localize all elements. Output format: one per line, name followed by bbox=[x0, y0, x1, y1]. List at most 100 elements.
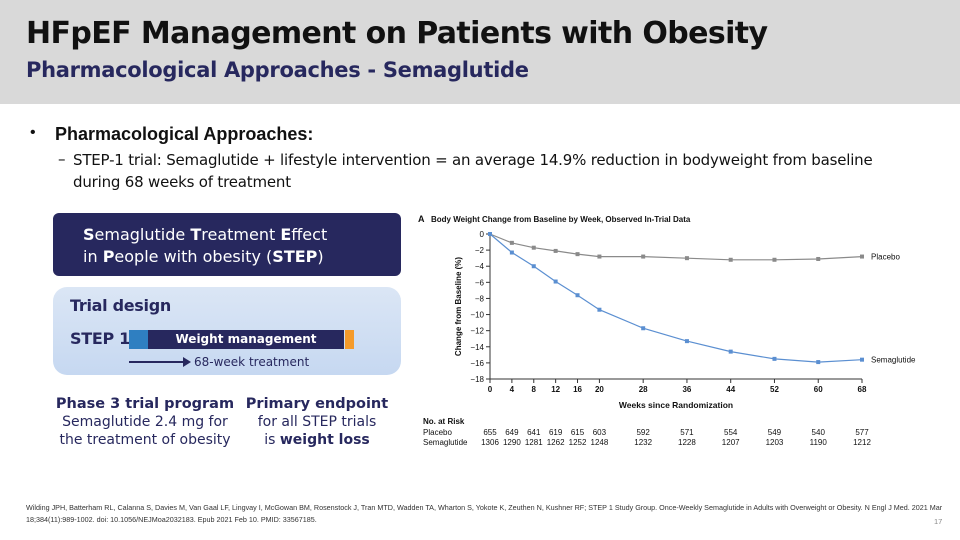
step-banner: Semaglutide Treatment Effect in People w… bbox=[53, 213, 401, 276]
sub-bullet-text: STEP-1 trial: Semaglutide + lifestyle in… bbox=[73, 151, 873, 191]
risk-row-label: Semaglutide bbox=[423, 438, 468, 447]
x-tick-label: 52 bbox=[770, 385, 779, 394]
x-tick-label: 16 bbox=[573, 385, 582, 394]
risk-cell: 615 bbox=[571, 428, 585, 437]
follow-up-bar bbox=[345, 330, 354, 349]
weight-change-chart: A Body Weight Change from Baseline by Wee… bbox=[418, 214, 916, 447]
risk-cell: 1252 bbox=[569, 438, 587, 447]
risk-row-label: Placebo bbox=[423, 428, 452, 437]
semaglutide-point bbox=[728, 349, 733, 354]
step-banner-line1: Semaglutide Treatment Effect bbox=[83, 225, 328, 244]
y-tick-label: −12 bbox=[470, 327, 484, 336]
semaglutide-point bbox=[641, 326, 646, 331]
placebo-point bbox=[728, 257, 733, 262]
slide-title: HFpEF Management on Patients with Obesit… bbox=[26, 16, 768, 51]
risk-cell: 1212 bbox=[853, 438, 871, 447]
risk-cell: 1262 bbox=[547, 438, 565, 447]
risk-table-header: No. at Risk bbox=[423, 417, 465, 426]
y-tick-label: −4 bbox=[475, 262, 485, 271]
risk-cell: 571 bbox=[680, 428, 694, 437]
placebo-point bbox=[553, 248, 558, 253]
placebo-point bbox=[597, 254, 602, 259]
y-tick-label: −6 bbox=[475, 278, 485, 287]
endpoint-line2: is weight loss bbox=[244, 431, 390, 449]
placebo-point bbox=[772, 257, 777, 262]
semaglutide-line bbox=[489, 233, 863, 363]
chart-title: Body Weight Change from Baseline by Week… bbox=[431, 215, 691, 224]
y-tick-label: −14 bbox=[470, 343, 484, 352]
phase3-block: Phase 3 trial program Semaglutide 2.4 mg… bbox=[54, 395, 236, 449]
x-tick-label: 68 bbox=[858, 385, 867, 394]
risk-cell: 1232 bbox=[634, 438, 652, 447]
y-tick-label: −10 bbox=[470, 311, 484, 320]
risk-cell: 1203 bbox=[766, 438, 784, 447]
endpoint-line2-plain: is bbox=[264, 432, 280, 448]
phase3-line2: the treatment of obesity bbox=[59, 432, 231, 448]
placebo-point bbox=[641, 254, 646, 259]
slide-header: HFpEF Management on Patients with Obesit… bbox=[0, 0, 960, 104]
semaglutide-point bbox=[772, 356, 777, 361]
x-tick-label: 12 bbox=[551, 385, 560, 394]
x-tick-label: 20 bbox=[595, 385, 604, 394]
semaglutide-point bbox=[531, 264, 536, 269]
risk-cell: 1281 bbox=[525, 438, 543, 447]
risk-cell: 592 bbox=[636, 428, 650, 437]
placebo-line bbox=[489, 233, 863, 261]
y-tick-label: −8 bbox=[475, 294, 485, 303]
x-tick-label: 4 bbox=[510, 385, 515, 394]
slide-subtitle: Pharmacological Approaches - Semaglutide bbox=[26, 58, 529, 82]
placebo-point bbox=[509, 240, 514, 245]
risk-cell: 554 bbox=[724, 428, 738, 437]
placebo-series-label: Placebo bbox=[871, 253, 900, 262]
trial-design-box: Trial design STEP 1 Weight management 68… bbox=[53, 287, 401, 375]
x-tick-label: 36 bbox=[682, 385, 691, 394]
citation: Wilding JPH, Batterham RL, Calanna S, Da… bbox=[26, 503, 943, 524]
arrow-right-icon bbox=[183, 357, 191, 367]
endpoint-heading: Primary endpoint bbox=[245, 396, 389, 412]
placebo-point bbox=[860, 254, 864, 259]
risk-cell: 603 bbox=[593, 428, 607, 437]
y-tick-label: −2 bbox=[475, 246, 485, 255]
treatment-arrow-line bbox=[129, 361, 187, 363]
trial-design-title: Trial design bbox=[70, 296, 171, 315]
semaglutide-point bbox=[509, 250, 514, 255]
screening-bar bbox=[129, 330, 148, 349]
semaglutide-point bbox=[553, 279, 558, 284]
risk-cell: 577 bbox=[855, 428, 869, 437]
placebo-point bbox=[816, 256, 821, 261]
treatment-duration-label: 68-week treatment bbox=[194, 355, 310, 369]
semaglutide-series-label: Semaglutide bbox=[871, 356, 916, 365]
endpoint-block: Primary endpoint for all STEP trials is … bbox=[244, 395, 390, 449]
step-banner-line2: in People with obesity (STEP) bbox=[83, 247, 324, 266]
risk-cell: 1248 bbox=[591, 438, 609, 447]
weight-management-bar: Weight management bbox=[148, 330, 344, 349]
y-tick-label: −18 bbox=[470, 375, 484, 384]
x-tick-label: 60 bbox=[814, 385, 823, 394]
risk-cell: 641 bbox=[527, 428, 541, 437]
endpoint-line1: for all STEP trials bbox=[257, 414, 377, 430]
y-axis-label: Change from Baseline (%) bbox=[454, 257, 463, 356]
semaglutide-point bbox=[684, 339, 689, 344]
placebo-point bbox=[531, 245, 536, 250]
risk-cell: 1306 bbox=[481, 438, 499, 447]
phase3-heading: Phase 3 trial program bbox=[55, 396, 235, 412]
sub-bullet-marker: – bbox=[58, 150, 66, 168]
risk-cell: 619 bbox=[549, 428, 563, 437]
x-tick-label: 8 bbox=[532, 385, 537, 394]
risk-cell: 1290 bbox=[503, 438, 521, 447]
phase3-line1: Semaglutide 2.4 mg for bbox=[62, 414, 228, 430]
y-tick-label: 0 bbox=[480, 230, 485, 239]
endpoint-line2-bold: weight loss bbox=[279, 432, 370, 448]
semaglutide-point bbox=[488, 232, 492, 236]
semaglutide-point bbox=[597, 307, 602, 312]
risk-cell: 549 bbox=[768, 428, 782, 437]
risk-cell: 649 bbox=[505, 428, 519, 437]
bullet-marker: • bbox=[30, 124, 36, 141]
bullet-heading: Pharmacological Approaches: bbox=[55, 124, 314, 144]
panel-label: A bbox=[418, 214, 425, 224]
risk-cell: 655 bbox=[483, 428, 497, 437]
x-tick-label: 28 bbox=[639, 385, 648, 394]
x-tick-label: 44 bbox=[726, 385, 735, 394]
x-tick-label: 0 bbox=[488, 385, 493, 394]
x-axis-label: Weeks since Randomization bbox=[619, 400, 733, 410]
